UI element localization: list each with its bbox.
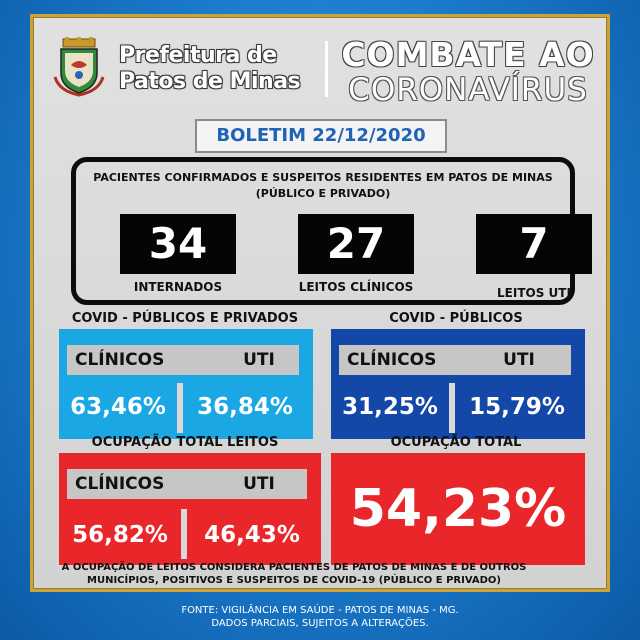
header-divider <box>325 41 328 97</box>
residents-title: PACIENTES CONFIRMADOS E SUSPEITOS RESIDE… <box>76 170 570 202</box>
ocupacao-total-value: 54,23% <box>349 479 567 539</box>
cp-clinicos-value: 31,25% <box>342 394 438 420</box>
leitos-uti-label: LEITOS UTI <box>497 286 571 300</box>
fonte-line1: FONTE: VIGILÂNCIA EM SAÚDE - PATOS DE MI… <box>181 605 459 616</box>
bulletin-panel: Prefeitura de Patos de Minas COMBATE AO … <box>30 14 610 592</box>
cp-uti-label: UTI <box>503 350 535 370</box>
note-line2: MUNICÍPIOS, POSITIVOS E SUSPEITOS DE COV… <box>87 575 501 586</box>
leitos-clinicos-label: LEITOS CLÍNICOS <box>298 280 414 294</box>
residents-title-line1: PACIENTES CONFIRMADOS E SUSPEITOS RESIDE… <box>93 171 553 184</box>
leitos-uti-value: 7 <box>476 214 592 274</box>
ocupacao-total-leitos-block: CLÍNICOS UTI 56,82% 46,43% <box>59 453 321 565</box>
prefeitura-title: Prefeitura de Patos de Minas <box>119 43 319 95</box>
fonte-line2: DADOS PARCIAIS, SUJEITOS A ALTERAÇÕES. <box>211 618 429 629</box>
ocupacao-total-leitos-title: OCUPAÇÃO TOTAL LEITOS <box>91 435 279 450</box>
cpp-separator <box>177 383 183 433</box>
source-footer: FONTE: VIGILÂNCIA EM SAÚDE - PATOS DE MI… <box>0 604 640 630</box>
covid-publicos-block: CLÍNICOS UTI 31,25% 15,79% <box>331 329 585 439</box>
coronavirus-title: CORONAVÍRUS <box>348 72 588 108</box>
occupancy-note: A OCUPAÇÃO DE LEITOS CONSIDERA PACIENTES… <box>39 561 549 587</box>
otl-clinicos-label: CLÍNICOS <box>67 469 307 499</box>
cpp-clinicos-value: 63,46% <box>70 394 166 420</box>
otl-uti-value: 46,43% <box>204 522 300 548</box>
combate-title: COMBATE AO <box>341 35 595 74</box>
coat-of-arms-icon <box>53 37 105 97</box>
cpp-clinicos-label: CLÍNICOS <box>67 345 299 375</box>
cpp-uti-label: UTI <box>243 350 275 370</box>
covid-publicos-privados-block: CLÍNICOS UTI 63,46% 36,84% <box>59 329 313 439</box>
note-line1: A OCUPAÇÃO DE LEITOS CONSIDERA PACIENTES… <box>61 562 527 573</box>
covid-publicos-privados-title: COVID - PÚBLICOS E PRIVADOS <box>71 311 299 326</box>
otl-clinicos-value: 56,82% <box>72 522 168 548</box>
leitos-clinicos-value: 27 <box>298 214 414 274</box>
ocupacao-total-block: 54,23% <box>331 453 585 565</box>
cp-uti-value: 15,79% <box>469 394 565 420</box>
residents-box: PACIENTES CONFIRMADOS E SUSPEITOS RESIDE… <box>71 157 592 305</box>
otl-separator <box>181 509 187 559</box>
cp-clinicos-label: CLÍNICOS <box>339 345 571 375</box>
prefeitura-line1: Prefeitura de <box>119 43 277 68</box>
ocupacao-total-title: OCUPAÇÃO TOTAL <box>390 435 522 450</box>
cpp-uti-value: 36,84% <box>197 394 293 420</box>
cp-separator <box>449 383 455 433</box>
prefeitura-line2: Patos de Minas <box>119 69 301 94</box>
residents-title-line2: (PÚBLICO E PRIVADO) <box>255 187 391 200</box>
internados-value: 34 <box>120 214 236 274</box>
covid-publicos-title: COVID - PÚBLICOS <box>389 311 523 326</box>
boletim-date: BOLETIM 22/12/2020 <box>195 119 447 153</box>
internados-label: INTERNADOS <box>133 280 223 294</box>
otl-uti-label: UTI <box>243 474 275 494</box>
